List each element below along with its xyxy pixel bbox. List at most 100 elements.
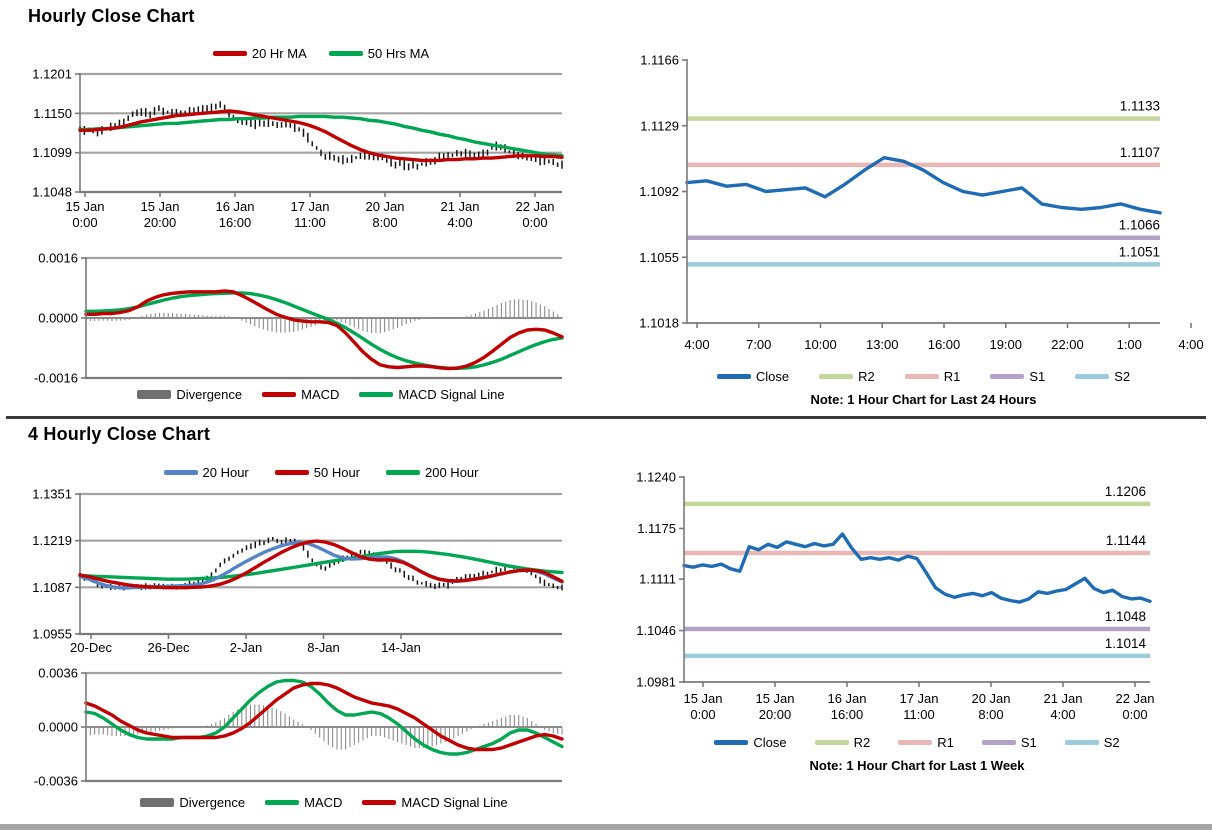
legend-item-divergence: Divergence [140, 795, 245, 810]
legend-label: MACD Signal Line [398, 387, 505, 402]
legend-item-20-hour: 20 Hour [163, 465, 249, 480]
legend-line-swatch [898, 740, 933, 745]
legend-line-swatch [274, 470, 309, 475]
legend-item-r2: R2 [814, 735, 870, 750]
legend-item-s2: S2 [1064, 735, 1120, 750]
legend-label: Close [755, 369, 790, 384]
y-tick-label: 0.0000 [38, 311, 78, 326]
legend-line-swatch [386, 470, 420, 475]
y-tick-label: 1.1219 [32, 533, 72, 548]
legend-item-r1: R1 [904, 369, 961, 384]
x-tick-label: 7:00 [746, 337, 771, 352]
legend-label: R2 [858, 369, 875, 384]
level-label-r2: 1.1133 [1120, 99, 1160, 114]
legend-label: MACD Signal Line [401, 795, 508, 810]
x-tick-label: 15 Jan [140, 199, 179, 214]
x-tick-label: 15 Jan [755, 691, 794, 706]
legend-item-r1: R1 [898, 735, 954, 750]
y-tick-label: 1.1099 [32, 145, 72, 160]
legend-label: S1 [1029, 369, 1046, 384]
x-tick-label: 0:00 [1122, 707, 1147, 722]
close-line [682, 532, 1152, 604]
legend-line-swatch [814, 740, 849, 745]
section-divider [6, 416, 1206, 419]
legend-item-50-hrs-ma: 50 Hrs MA [328, 46, 430, 61]
x-tick-label: 22 Jan [515, 199, 554, 214]
x-tick-label: 4:00 [1050, 707, 1075, 722]
legend-line-swatch [265, 800, 300, 805]
y-tick-label: 1.1166 [640, 53, 679, 68]
x-tick-label: 22 Jan [1115, 691, 1154, 706]
legend-bar-swatch [137, 390, 172, 399]
series-line-macd [84, 289, 564, 371]
legend-label: S2 [1114, 369, 1131, 384]
close-line [685, 155, 1162, 215]
legend-label: MACD [301, 387, 340, 402]
legend-item-s1: S1 [990, 369, 1045, 384]
note-hourly-sr: Note: 1 Hour Chart for Last 24 Hours [810, 392, 1037, 407]
legend-line-swatch [981, 740, 1016, 745]
x-tick-label: 19:00 [989, 337, 1022, 352]
legend-label: S2 [1103, 735, 1120, 750]
legend-line-swatch [716, 374, 751, 379]
legend-item-r2: R2 [819, 369, 875, 384]
y-tick-label: 1.1111 [639, 572, 676, 587]
x-tick-label: 1:00 [1117, 337, 1142, 352]
legend-label: Close [753, 735, 787, 750]
section-title-hourly: Hourly Close Chart [28, 6, 195, 26]
legend-label: Divergence [176, 387, 243, 402]
y-tick-label: 0.0016 [38, 251, 78, 266]
legend-item-20-hr-ma: 20 Hr MA [212, 46, 307, 61]
legend-item-divergence: Divergence [137, 387, 242, 402]
legend-label: 50 Hrs MA [367, 46, 430, 61]
legend-label: 20 Hour [202, 465, 249, 480]
legend-line-swatch [328, 51, 363, 56]
legend-label: 200 Hour [425, 465, 479, 480]
level-label-r2: 1.1206 [1105, 484, 1146, 499]
legend-hourly-sr: Close R2 R1 S1 S2 [687, 369, 1160, 384]
x-tick-label: 4:00 [684, 337, 709, 352]
x-tick-label: 8:00 [372, 215, 397, 230]
x-tick-label: 16:00 [831, 707, 864, 722]
legend-four-hourly-price: 20 Hour 50 Hour 200 Hour [80, 465, 562, 480]
y-tick-label: 1.1351 [32, 487, 72, 502]
x-tick-label: 21 Jan [1043, 691, 1082, 706]
legend-line-swatch [1064, 740, 1099, 745]
y-tick-label: 1.1048 [32, 185, 72, 200]
legend-item-s2: S2 [1075, 369, 1130, 384]
y-tick-label: 0.0000 [38, 720, 78, 735]
x-tick-label: 4:00 [1178, 337, 1203, 352]
section-title-four-hourly: 4 Hourly Close Chart [28, 424, 211, 444]
y-tick-label: 1.1150 [33, 106, 72, 121]
legend-item-close: Close [714, 735, 787, 750]
legend-line-swatch [714, 740, 749, 745]
legend-line-swatch [819, 374, 854, 379]
legend-weekly-sr: Close R2 R1 S1 S2 [684, 735, 1150, 750]
level-label-s2: 1.1014 [1105, 636, 1147, 651]
level-label-s1: 1.1066 [1119, 218, 1160, 233]
legend-item-macd-signal-line: MACD Signal Line [359, 387, 505, 402]
level-label-r1: 1.1144 [1106, 533, 1147, 548]
x-tick-label: 13:00 [866, 337, 899, 352]
x-tick-label: 8:00 [978, 707, 1003, 722]
legend-label: R1 [943, 369, 961, 384]
legend-line-swatch [262, 392, 297, 397]
x-tick-label: 16:00 [928, 337, 961, 352]
legend-item-50-hour: 50 Hour [274, 465, 360, 480]
x-tick-label: 15 Jan [65, 199, 104, 214]
legend-label: 20 Hr MA [251, 46, 307, 61]
legend-hourly-price: 20 Hr MA 50 Hrs MA [80, 46, 562, 61]
x-tick-label: 10:00 [804, 337, 837, 352]
x-tick-label: 16 Jan [827, 691, 866, 706]
level-label-s2: 1.1051 [1119, 244, 1160, 259]
y-tick-label: 1.1092 [639, 184, 679, 199]
legend-line-swatch [362, 800, 397, 805]
legend-line-swatch [212, 51, 247, 56]
y-tick-label: -0.0016 [34, 371, 78, 386]
y-tick-label: 1.1087 [32, 580, 72, 595]
legend-item-s1: S1 [981, 735, 1037, 750]
legend-item-200-hour: 200 Hour [386, 465, 478, 480]
page-bottom-rule [0, 824, 1212, 830]
x-tick-label: 16:00 [219, 215, 252, 230]
legend-hourly-macd: Divergence MACD MACD Signal Line [80, 387, 562, 402]
